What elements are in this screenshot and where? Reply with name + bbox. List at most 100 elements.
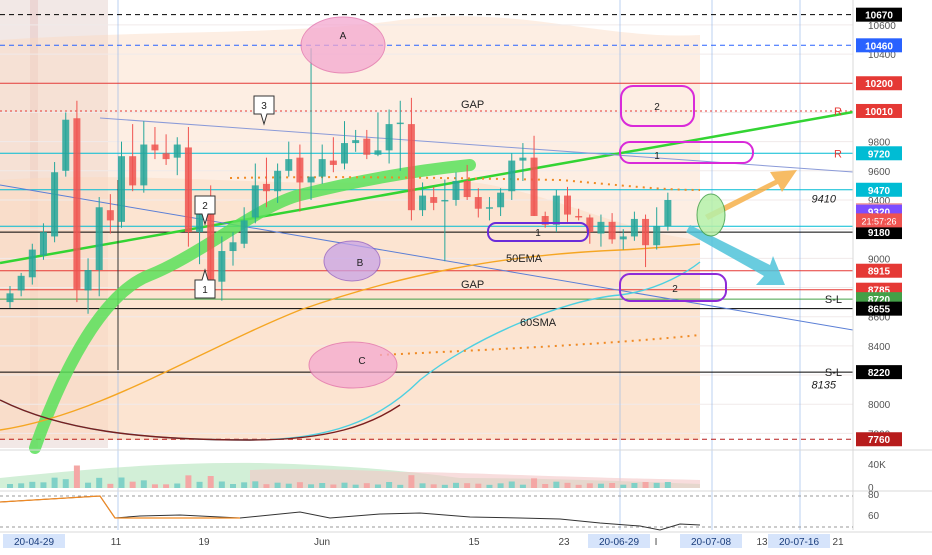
candle-body: [240, 220, 248, 244]
level-price-tag-text: 8785: [868, 286, 891, 297]
ema-50-label: 50EMA: [506, 253, 543, 265]
volume-bar: [441, 484, 448, 488]
volume-bar: [129, 481, 136, 488]
level-price-tag: [856, 76, 902, 91]
candle-body: [664, 199, 672, 227]
time-tick-label: 23: [558, 537, 570, 548]
candle-body: [296, 157, 304, 183]
candle-body: [62, 119, 70, 171]
level-price-tag: [856, 38, 902, 53]
candle-body: [129, 156, 137, 186]
target-ellipse: [696, 193, 726, 237]
time-tick-label: 11: [111, 537, 122, 548]
time-tick-label: 19: [198, 537, 210, 548]
volume-tick-label: 40K: [868, 460, 886, 471]
volume-bar: [96, 477, 103, 488]
annotation-a-label: A: [340, 31, 347, 42]
volume-bar: [185, 475, 192, 488]
volume-bar: [62, 479, 69, 488]
side-label: R: [834, 148, 842, 160]
candle-body: [597, 221, 605, 234]
candle-body: [51, 172, 59, 237]
volume-bar: [196, 481, 203, 488]
volume-bar: [263, 484, 270, 488]
time-highlight-tag: [680, 534, 742, 548]
candle-body: [262, 183, 270, 192]
time-tick-label: Jun: [314, 537, 330, 548]
candle-body: [530, 157, 538, 217]
level-price-tag-text: 8220: [868, 368, 891, 379]
level-price-tag: [856, 225, 902, 240]
volume-bar: [553, 481, 560, 488]
volume-bar: [508, 481, 515, 488]
candle-body: [363, 138, 371, 155]
volume-bar: [363, 483, 370, 488]
candle-body: [84, 270, 92, 291]
time-highlight-label: 20-07-16: [779, 537, 819, 548]
candle-body: [106, 210, 114, 221]
level-price-tag-text: 8720: [868, 295, 891, 306]
volume-bar: [40, 482, 47, 488]
candle-body: [39, 232, 47, 256]
candle-body: [196, 204, 204, 233]
volume-bar: [620, 484, 627, 488]
volume-bar: [207, 476, 214, 488]
candle-body: [341, 143, 348, 164]
side-label: R: [834, 106, 842, 118]
sma-60-line-dark: [0, 399, 401, 441]
candle-body: [162, 153, 170, 160]
time-highlight-label: 20-04-29: [14, 537, 54, 548]
price-tick-label: 9800: [868, 138, 891, 149]
candle-body: [485, 207, 493, 209]
volume-bar: [586, 483, 593, 488]
candle-body: [73, 118, 81, 289]
annotation-b-label: B: [357, 258, 364, 269]
volume-bar: [252, 481, 259, 488]
volume-bar: [85, 482, 92, 488]
candle-body: [251, 185, 259, 218]
volume-bar: [274, 482, 281, 488]
oscillator-tick-label: 60: [868, 511, 880, 522]
price-tick-label: 8400: [868, 342, 891, 353]
side-label: S-L: [825, 294, 842, 306]
gap-label-lower: GAP: [461, 279, 484, 291]
candle-body: [575, 216, 583, 218]
volume-bar: [664, 482, 671, 488]
price-tick-label: 8600: [868, 313, 891, 324]
candle-body: [630, 218, 638, 237]
candle-body: [653, 226, 661, 246]
volume-bar: [241, 482, 248, 488]
projected-arrow-down: [686, 225, 785, 285]
time-highlight-tag: [3, 534, 65, 548]
circle-annotation-b: [323, 240, 381, 282]
candle-body: [173, 144, 181, 158]
wave-1-callout-box: [194, 268, 216, 299]
candle-body: [229, 242, 237, 252]
price-tick-label: 10400: [868, 50, 896, 61]
oscillator-line-orange: [0, 495, 240, 519]
time-highlight-tag: [768, 534, 830, 548]
price-tick-label: 9600: [868, 167, 891, 178]
level-price-tag-text: 8915: [868, 267, 891, 278]
level-price-tag-text: 9180: [868, 228, 891, 239]
green-ma-ribbon: [29, 159, 476, 454]
volume-bar: [151, 484, 158, 488]
wave-3-callout-label: 3: [261, 101, 267, 112]
level-price-tag: [856, 182, 902, 197]
volume-area-red: [250, 469, 700, 488]
side-label: S-L: [825, 367, 842, 379]
level-price-tag-text: 9320: [868, 208, 891, 219]
level-price-tag-text: 10010: [865, 107, 893, 118]
oscillator-tick-label: 80: [868, 490, 880, 501]
volume-bar: [531, 478, 538, 488]
volume-bar: [218, 481, 225, 488]
candle-body: [608, 221, 616, 240]
time-highlight-label: 20-06-29: [599, 537, 639, 548]
volume-bar: [163, 484, 170, 488]
candle-body: [318, 159, 326, 177]
candle-body: [95, 207, 103, 270]
candle-body: [619, 236, 627, 240]
time-tick-label: 21: [832, 537, 844, 548]
